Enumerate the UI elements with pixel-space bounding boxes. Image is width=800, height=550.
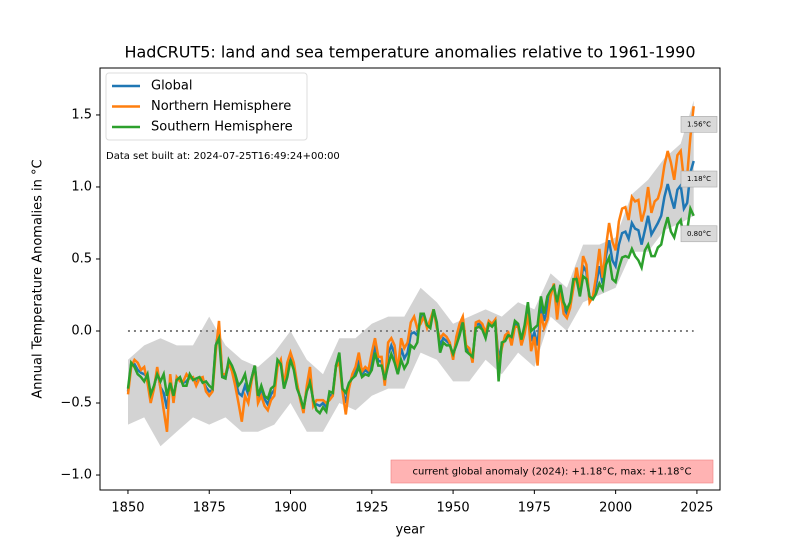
end-label-box bbox=[680, 116, 718, 133]
footer-note: current global anomaly (2024): +1.18°C, … bbox=[390, 459, 714, 484]
chart-title: HadCRUT5: land and sea temperature anoma… bbox=[124, 43, 695, 62]
x-tick-label: 1900 bbox=[274, 501, 307, 516]
y-tick-label: 1.0 bbox=[71, 179, 92, 194]
end-label-box bbox=[680, 225, 718, 243]
x-axis-label: year bbox=[395, 523, 425, 538]
y-axis-label: Annual Temperature Anomalies in °C bbox=[31, 159, 46, 398]
legend-label: Southern Hemisphere bbox=[151, 120, 293, 135]
end-label-box bbox=[680, 170, 718, 188]
y-tick-label: 0.5 bbox=[71, 251, 92, 266]
y-tick-label: 0.0 bbox=[71, 323, 92, 338]
end-label-text: 1.18°C bbox=[687, 175, 711, 183]
legend-label: Northern Hemisphere bbox=[151, 99, 291, 114]
x-tick-label: 1850 bbox=[111, 501, 144, 516]
series-line bbox=[126, 204, 695, 416]
end-label: 1.56°C bbox=[680, 116, 718, 133]
footer-note-text: current global anomaly (2024): +1.18°C, … bbox=[412, 467, 691, 478]
x-tick-label: 2025 bbox=[680, 501, 713, 516]
end-label-text: 1.56°C bbox=[687, 120, 711, 128]
plot-frame bbox=[99, 67, 721, 491]
y-tick-label: 1.5 bbox=[71, 107, 92, 122]
end-label: 0.80°C bbox=[680, 225, 718, 243]
legend: Global Northern Hemisphere Southern Hemisp… bbox=[105, 72, 308, 141]
end-label-text: 0.80°C bbox=[687, 230, 711, 238]
y-tick-label: −0.5 bbox=[60, 396, 92, 411]
legend-box bbox=[105, 72, 308, 141]
end-label: 1.18°C bbox=[680, 170, 718, 188]
x-tick-label: 1875 bbox=[193, 501, 226, 516]
x-tick-label: 1925 bbox=[355, 501, 388, 516]
x-tick-label: 1975 bbox=[518, 501, 551, 516]
uncertainty-band bbox=[128, 100, 694, 447]
y-tick-label: −1.0 bbox=[60, 468, 92, 483]
x-tick-label: 2000 bbox=[599, 501, 632, 516]
build-note: Data set built at: 2024-07-25T16:49:24+0… bbox=[106, 151, 340, 162]
x-tick-label: 1950 bbox=[437, 501, 470, 516]
legend-label: Global bbox=[151, 79, 192, 94]
footer-note-box bbox=[390, 459, 714, 484]
